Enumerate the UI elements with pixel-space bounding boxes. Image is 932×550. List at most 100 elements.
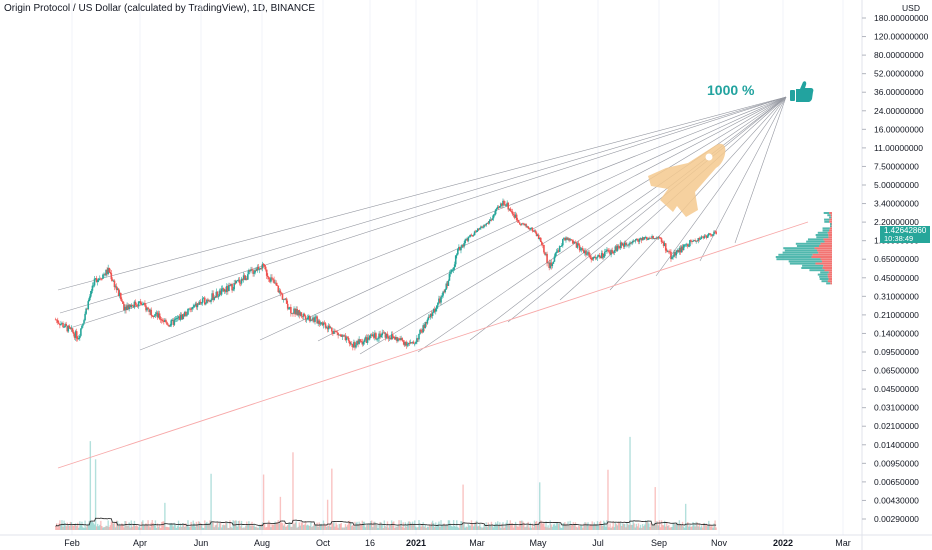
volume-bar <box>304 521 307 530</box>
candle-body <box>322 322 325 326</box>
fan-line[interactable] <box>609 96 787 291</box>
fan-line[interactable] <box>317 96 787 342</box>
volume-bar <box>103 527 105 530</box>
volume-bar <box>582 527 584 530</box>
fan-lines[interactable] <box>57 96 787 355</box>
volume-bar <box>254 526 256 530</box>
volume-bar <box>233 521 235 530</box>
volume-bar <box>146 524 148 530</box>
volume-bar <box>611 526 613 530</box>
candle-body <box>667 251 669 253</box>
candle-body <box>607 249 609 251</box>
candle-body <box>255 270 258 272</box>
candle-body <box>228 285 230 292</box>
candle-body <box>598 255 601 257</box>
candle-body <box>331 327 333 332</box>
price-tick-label: 52.00000000 <box>874 69 924 79</box>
fan-line[interactable] <box>734 96 787 244</box>
support-trendline[interactable] <box>57 221 809 469</box>
candle-body <box>87 301 90 310</box>
volume-bar <box>686 523 688 530</box>
candle-body <box>176 318 179 319</box>
current-price: 1.42642860 <box>884 226 927 235</box>
volume-bar <box>534 522 537 530</box>
volume-bar <box>578 526 581 530</box>
candle-body <box>84 313 86 321</box>
volume-bar <box>432 523 435 530</box>
candle-body <box>684 244 687 246</box>
candle-body <box>402 340 405 342</box>
candle-body <box>447 280 450 286</box>
candle-body <box>186 314 188 316</box>
volume-bar <box>645 520 647 530</box>
candle-body <box>113 280 116 288</box>
candle-body <box>466 239 469 241</box>
price-tick-label: 0.00650000 <box>874 477 919 487</box>
candle-body <box>688 246 690 247</box>
volume-bar <box>385 526 388 530</box>
profile-bar-up <box>820 271 829 274</box>
candle-body <box>272 278 274 280</box>
candle-body <box>494 209 497 215</box>
candle-body <box>608 250 610 252</box>
fan-line[interactable] <box>69 96 787 329</box>
price-tick-label: 80.00000000 <box>874 50 924 60</box>
time-axis[interactable]: Feb Apr Jun Aug Oct 16 2021 Mar May Jul Sep Nov 2022… <box>0 534 932 548</box>
candle-body <box>60 323 62 326</box>
candle-body <box>507 202 510 210</box>
fan-line[interactable] <box>507 96 787 323</box>
target-annotation[interactable]: 1000 % <box>707 82 755 98</box>
fan-line[interactable] <box>469 96 787 341</box>
candle-body <box>316 316 318 324</box>
candle-body <box>601 253 604 258</box>
fan-line[interactable] <box>57 96 787 291</box>
volume-bar <box>113 522 116 530</box>
volume-bar <box>73 524 76 530</box>
volume-bar <box>628 524 630 530</box>
volume-bar <box>224 525 226 530</box>
volume-bar <box>649 526 651 530</box>
candle-body <box>256 266 259 271</box>
volume-bar <box>332 523 334 530</box>
thumbs-up-icon[interactable] <box>790 81 814 102</box>
volume-bar <box>593 522 596 530</box>
volume-bar <box>167 527 169 530</box>
fan-line[interactable] <box>359 96 787 355</box>
candle-body <box>82 323 84 326</box>
fan-line[interactable] <box>59 96 787 314</box>
candle-body <box>530 227 533 229</box>
fan-line[interactable] <box>655 96 787 277</box>
volume-bar <box>66 522 68 530</box>
candle-body <box>602 256 605 258</box>
volume-bar <box>393 521 395 530</box>
fan-line[interactable] <box>139 96 787 351</box>
candle-body <box>438 298 440 303</box>
fan-line[interactable] <box>417 96 787 353</box>
volume-bar <box>266 526 268 530</box>
candle-body <box>408 343 411 344</box>
candle-body <box>273 279 275 284</box>
price-tick-label: 3.40000000 <box>874 199 919 209</box>
volume-bar <box>567 521 569 530</box>
fan-line[interactable] <box>259 96 787 341</box>
volume-bar <box>689 525 691 530</box>
volume-bar <box>285 526 288 530</box>
candle-body <box>159 319 162 320</box>
candle-body <box>286 303 289 309</box>
candle-body <box>432 309 435 313</box>
volume-bar <box>342 527 345 530</box>
volume-bar <box>71 525 74 530</box>
volume-bar <box>253 524 255 530</box>
volume-bar <box>687 521 689 530</box>
volume-bar <box>172 526 174 530</box>
volume-bar <box>623 523 625 530</box>
profile-bar-up <box>819 278 829 280</box>
volume-bar <box>226 521 228 530</box>
candle-body <box>190 309 192 310</box>
candle-body <box>368 335 371 340</box>
volume-bar <box>326 499 329 530</box>
volume-bar <box>659 527 662 530</box>
volume-bar <box>236 526 239 530</box>
